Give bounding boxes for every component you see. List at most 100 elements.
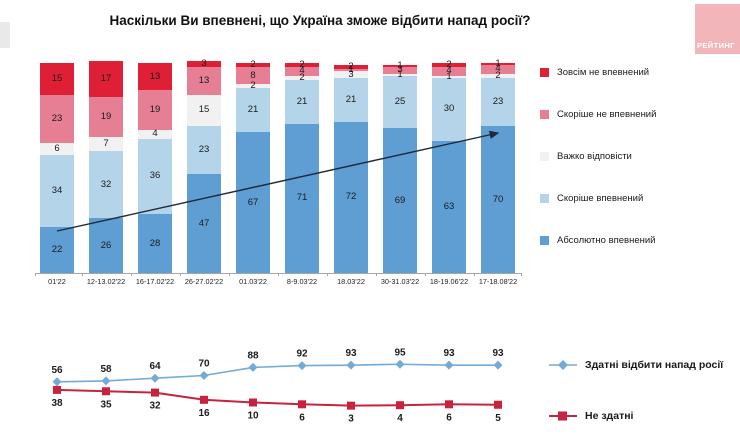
bar-segment: 28 <box>138 214 172 273</box>
bar-value-label: 3 <box>201 58 207 70</box>
line-value-label: 3 <box>348 414 354 425</box>
axis-tick <box>179 273 181 276</box>
bar-value-label: 30 <box>443 103 455 115</box>
line-value-label: 93 <box>345 348 357 359</box>
x-axis-label: 8-9.03'22 <box>286 277 318 286</box>
bar-segment: 19 <box>138 90 172 131</box>
bar-26-27.02'22: 47 23 15 13 3 <box>187 58 221 273</box>
bar-value-label: 67 <box>247 196 259 208</box>
bar-value-label: 19 <box>100 110 112 122</box>
page-title: Наскільки Ви впевнені, що Україна зможе … <box>109 13 531 28</box>
bar-segment: 34 <box>40 155 74 227</box>
legend-label: Скоріше впевнений <box>557 192 644 204</box>
bar-segment: 6 <box>40 142 74 156</box>
bar-segment: 1 <box>383 69 417 79</box>
bar-segment: 30 <box>432 77 466 141</box>
bar-value-label: 2 <box>299 59 305 71</box>
bar-value-label: 21 <box>345 93 357 105</box>
x-axis-label: 01.03'22 <box>239 277 267 286</box>
bar-segment: 1 <box>481 59 515 69</box>
diamond-marker-icon <box>248 362 258 372</box>
line-series-0 <box>56 363 498 383</box>
bar-segment: 23 <box>40 94 74 143</box>
bar-01.03'22: 67 21 2 8 2 <box>236 60 270 273</box>
bar-value-label: 3 <box>348 68 354 80</box>
legend-label: Скоріше не впевнений <box>557 108 657 120</box>
bar-segment: 23 <box>187 126 221 175</box>
bar-value-label: 2 <box>446 59 452 71</box>
diamond-marker-icon <box>101 376 111 386</box>
bar-value-label: 26 <box>100 239 112 251</box>
bar-segment: 21 <box>236 88 270 133</box>
square-marker-icon <box>396 401 404 410</box>
diamond-marker-icon <box>199 371 209 380</box>
legend-item-3: Скоріше впевнений <box>540 192 738 204</box>
bar-segment: 1 <box>432 71 466 81</box>
axis-tick <box>81 273 83 276</box>
bar-value-label: 23 <box>198 144 210 156</box>
diamond-marker-icon <box>52 377 62 387</box>
bar-segment: 2 <box>432 59 466 71</box>
line-value-label: 58 <box>100 364 112 375</box>
bar-value-label: 6 <box>54 143 60 155</box>
bar-value-label: 4 <box>495 63 501 75</box>
bar-segment: 1 <box>383 61 417 71</box>
bar-16-17.02'22: 28 36 4 19 13 <box>138 63 172 273</box>
bar-value-label: 21 <box>296 95 308 107</box>
axis-tick <box>375 273 377 276</box>
line-value-label: 64 <box>149 361 161 372</box>
square-marker-icon <box>102 387 110 396</box>
bar-value-label: 13 <box>198 74 210 86</box>
line-value-label: 6 <box>299 412 305 423</box>
bar-segment: 3 <box>334 68 368 80</box>
x-axis-label: 18.03'22 <box>337 277 365 286</box>
legend-item-0: Зовсім не впевнений <box>540 66 738 78</box>
bar-value-label: 2 <box>348 61 354 73</box>
line-value-label: 93 <box>492 348 504 359</box>
bar-segment: 69 <box>383 128 417 273</box>
bar-segment: 32 <box>89 151 123 219</box>
diamond-marker-icon <box>395 359 405 369</box>
bar-segment: 67 <box>236 132 270 273</box>
square-marker-icon <box>249 398 257 407</box>
bar-segment: 19 <box>89 96 123 137</box>
line-value-label: 4 <box>397 413 403 424</box>
bar-value-label: 2 <box>250 80 256 92</box>
legend-swatch-icon <box>540 151 549 161</box>
bar-value-label: 63 <box>443 200 455 212</box>
x-axis-label: 26-27.02'22 <box>184 277 224 286</box>
bar-segment: 17 <box>89 60 123 97</box>
legend-label: Зовсім не впевнений <box>557 66 650 78</box>
bar-segment: 2 <box>481 69 515 81</box>
bar-segment: 7 <box>89 136 123 152</box>
bar-value-label: 13 <box>149 70 161 82</box>
axis-tick <box>473 273 475 276</box>
legend-label: Абсолютно впевнений <box>557 234 656 246</box>
bar-segment: 71 <box>285 123 319 273</box>
bar-value-label: 2 <box>299 71 305 83</box>
diamond-marker-icon <box>297 361 307 371</box>
x-axis-label: 12-13.02'22 <box>86 277 126 286</box>
bar-value-label: 36 <box>149 170 161 182</box>
bar-value-label: 1 <box>348 64 354 76</box>
bar-segment: 23 <box>481 77 515 126</box>
bar-value-label: 21 <box>247 104 259 116</box>
line-value-label: 38 <box>51 398 63 409</box>
line-value-label: 70 <box>198 359 210 370</box>
legend-label-not-able: Не здатні <box>585 410 634 422</box>
rating-logo-text: РЕЙТИНГ <box>697 41 735 50</box>
line-value-label: 92 <box>296 349 308 360</box>
bar-chart-legend: Зовсім не впевнений Скоріше не впевнений В… <box>540 66 738 276</box>
line-value-label: 93 <box>443 348 455 359</box>
square-marker-icon <box>53 385 61 394</box>
legend-swatch-icon <box>540 193 549 203</box>
legend-item-2: Важко відповісти <box>540 150 738 162</box>
bar-value-label: 25 <box>394 95 406 107</box>
square-marker-icon <box>347 401 355 410</box>
bar-value-label: 4 <box>299 65 305 77</box>
bar-value-label: 2 <box>495 69 501 81</box>
bar-segment: 13 <box>138 63 172 91</box>
x-axis-label: 30-31.03'22 <box>380 277 420 286</box>
bar-segment: 2 <box>285 71 319 83</box>
bar-value-label: 71 <box>296 192 308 204</box>
